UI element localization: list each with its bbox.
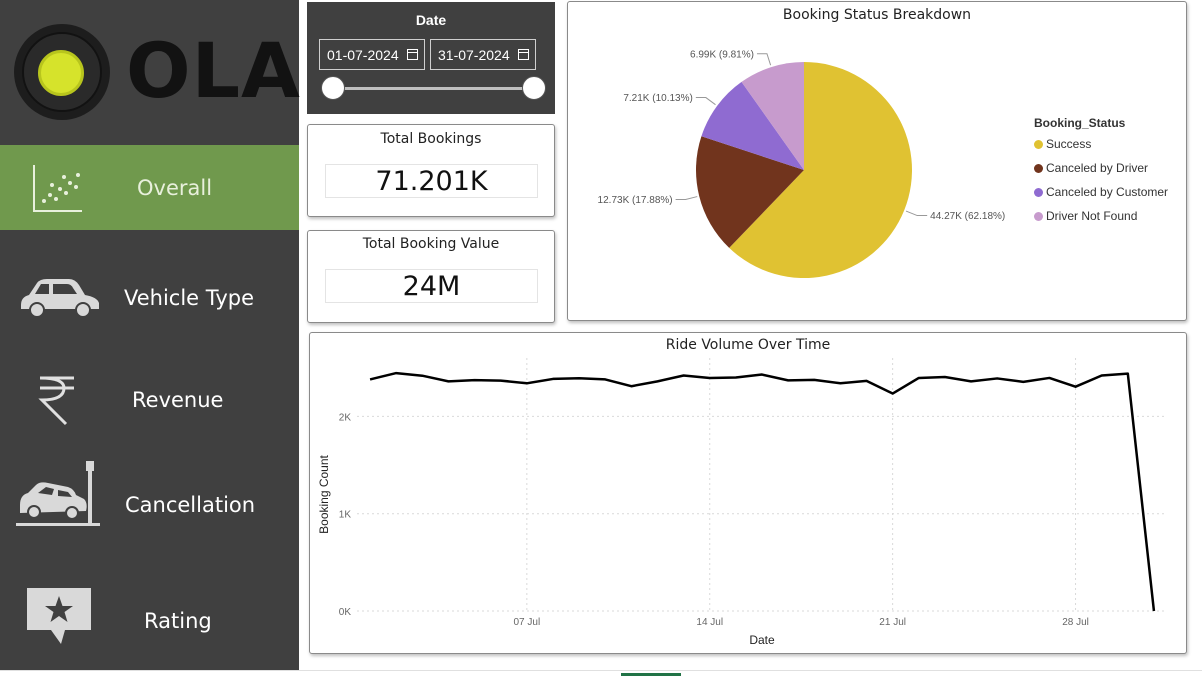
- legend-swatch: [1034, 164, 1043, 173]
- slider-start-handle[interactable]: [321, 76, 345, 100]
- legend-swatch: [1034, 188, 1043, 197]
- kpi-title: Total Booking Value: [362, 236, 500, 252]
- total-booking-value-value: 24M: [402, 271, 461, 302]
- sidebar-item-revenue[interactable]: Revenue: [0, 360, 299, 445]
- y-tick-label: 1K: [339, 510, 352, 521]
- sidebar-item-label: Rating: [144, 609, 212, 633]
- ola-logo: OLA: [0, 0, 301, 145]
- sidebar: OLA Overall: [0, 0, 301, 670]
- sidebar-item-cancellation[interactable]: Cancellation: [0, 455, 299, 540]
- pie-data-label: 12.73K (17.88%): [598, 195, 673, 206]
- rupee-icon: [38, 376, 74, 426]
- x-tick-label: 14 Jul: [696, 617, 723, 628]
- pie-leader-line: [756, 53, 772, 66]
- legend-label: Canceled by Customer: [1046, 185, 1169, 199]
- sidebar-item-label: Vehicle Type: [124, 286, 255, 310]
- calendar-icon[interactable]: [407, 49, 418, 60]
- kpi-title: Total Bookings: [380, 131, 482, 147]
- legend-label: Success: [1046, 137, 1092, 151]
- pie-leader-line: [675, 196, 698, 200]
- pie-data-label: 7.21K (10.13%): [623, 93, 693, 104]
- chart-title: Ride Volume Over Time: [665, 337, 831, 353]
- pie-data-label: 6.99K (9.81%): [690, 49, 754, 60]
- sidebar-item-rating[interactable]: Rating: [0, 580, 299, 665]
- logo-text: OLA: [126, 26, 301, 115]
- legend-swatch: [1034, 212, 1043, 221]
- legend-item-success[interactable]: Success: [1034, 137, 1091, 151]
- start-date-input[interactable]: 01-07-2024: [319, 39, 425, 70]
- total-bookings-value: 71.201K: [375, 166, 488, 197]
- y-axis-title: Booking Count: [317, 454, 331, 533]
- date-range-slider[interactable]: [332, 87, 534, 90]
- sidebar-item-label: Overall: [137, 176, 213, 200]
- pie-leader-line: [695, 97, 716, 106]
- car-icon: [21, 279, 99, 318]
- legend-label: Driver Not Found: [1046, 209, 1138, 223]
- pie-slice-success[interactable]: [729, 62, 912, 278]
- x-tick-label: 28 Jul: [1062, 617, 1089, 628]
- booking-status-card: Booking Status Breakdown 44.27K (62.18%)…: [567, 1, 1187, 321]
- sidebar-item-label: Revenue: [132, 388, 224, 412]
- kpi-box: 24M: [325, 269, 538, 303]
- date-slicer: Date 01-07-2024 31-07-2024: [307, 2, 555, 114]
- end-date-input[interactable]: 31-07-2024: [430, 39, 536, 70]
- pie-slice-canceled-by-driver[interactable]: [696, 136, 804, 248]
- pie-slice-canceled-by-customer[interactable]: [701, 81, 804, 170]
- ride-volume-line-chart: 0K 1K 2K 07 Jul 14 Jul 21 Jul 28 Jul Date Bookin…: [317, 358, 1167, 647]
- kpi-box: 71.201K: [325, 164, 538, 198]
- date-slicer-title: Date: [415, 12, 447, 28]
- booking-status-pie-chart: 44.27K (62.18%) 12.73K (17.88%) 7.21K (10.…: [598, 49, 1005, 278]
- page-tab-strip: [0, 670, 1202, 676]
- slider-end-handle[interactable]: [522, 76, 546, 100]
- x-axis-title: Date: [749, 633, 775, 647]
- logo-dot: [38, 50, 84, 96]
- pie-leader-line: [905, 210, 928, 217]
- scatter-chart-icon: [33, 165, 82, 212]
- car-crash-icon: [16, 461, 100, 526]
- y-tick-label: 2K: [339, 412, 352, 423]
- x-tick-label: 07 Jul: [513, 617, 540, 628]
- end-date-value: 31-07-2024: [438, 47, 510, 63]
- sidebar-item-label: Cancellation: [125, 493, 256, 517]
- total-booking-value-card: Total Booking Value 24M: [307, 230, 555, 323]
- sidebar-item-overall[interactable]: Overall: [0, 145, 299, 230]
- x-tick-label: 21 Jul: [879, 617, 906, 628]
- total-bookings-card: Total Bookings 71.201K: [307, 124, 555, 217]
- pie-data-label: 44.27K (62.18%): [930, 211, 1005, 222]
- ride-volume-card: Ride Volume Over Time 0K 1K 2K 07 Jul 14 Jul…: [309, 332, 1187, 654]
- legend-item-canceled-by-driver[interactable]: Canceled by Driver: [1034, 161, 1148, 175]
- start-date-value: 01-07-2024: [327, 47, 399, 63]
- star-review-icon: [27, 588, 91, 644]
- active-page-tab[interactable]: [621, 673, 681, 676]
- legend-label: Canceled by Driver: [1046, 161, 1149, 175]
- legend-title: Booking_Status: [1034, 116, 1126, 130]
- legend-item-driver-not-found[interactable]: Driver Not Found: [1034, 209, 1137, 223]
- legend-item-canceled-by-customer[interactable]: Canceled by Customer: [1034, 185, 1168, 199]
- legend-swatch: [1034, 140, 1043, 149]
- booking-count-line[interactable]: [369, 371, 1156, 612]
- calendar-icon[interactable]: [518, 49, 529, 60]
- y-tick-label: 0K: [339, 607, 352, 618]
- pie-slice-driver-not-found[interactable]: [741, 62, 804, 170]
- chart-title: Booking Status Breakdown: [782, 7, 972, 23]
- sidebar-item-vehicle-type[interactable]: Vehicle Type: [0, 255, 299, 340]
